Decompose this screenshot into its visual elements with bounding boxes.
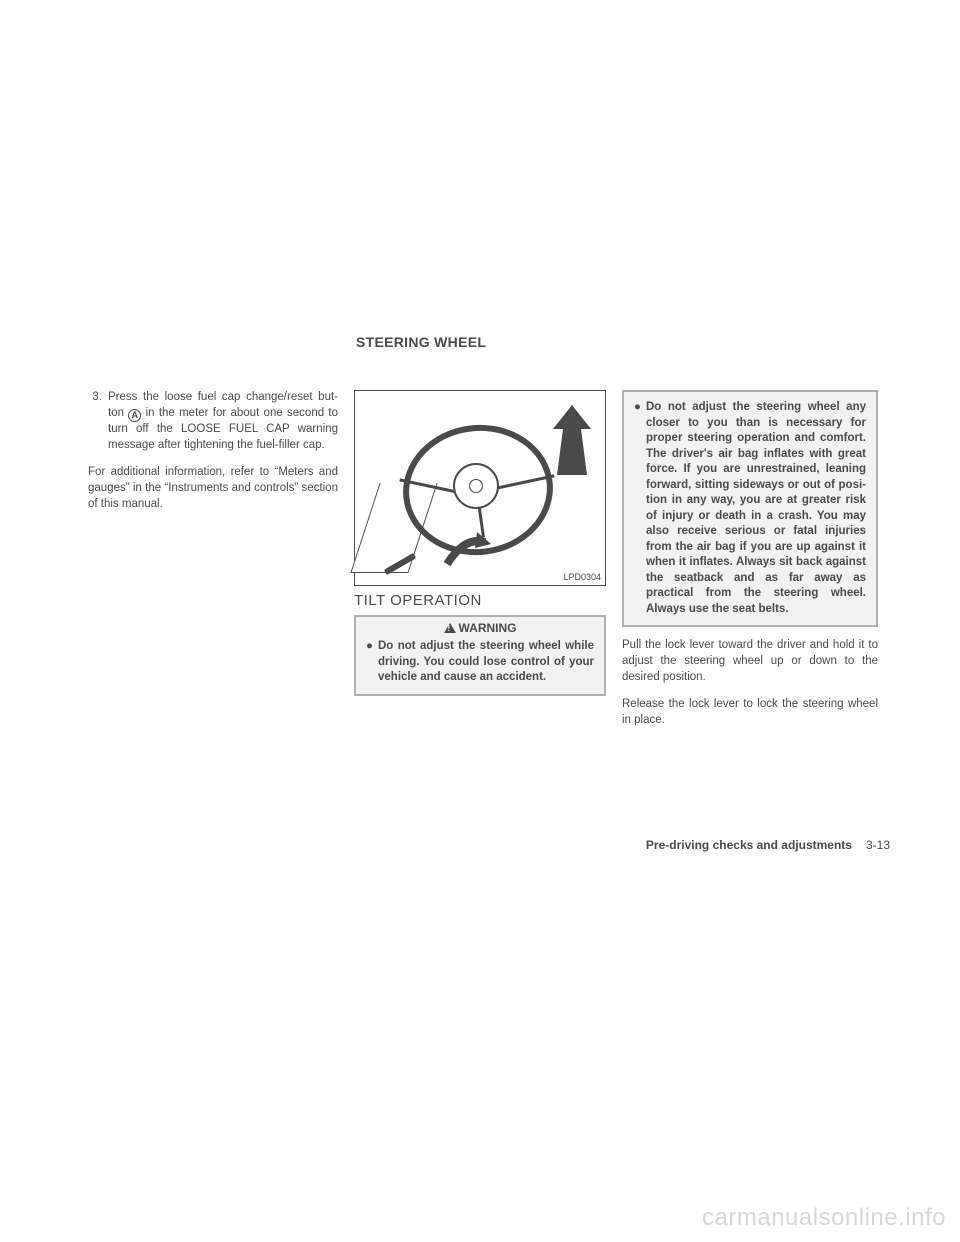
steering-wheel-figure: LPD0304 <box>354 390 606 586</box>
figure-label: LPD0304 <box>563 572 601 582</box>
button-a-icon: A <box>128 409 141 422</box>
footer-page: 3-13 <box>866 838 890 852</box>
warning-label: WARNING <box>459 621 517 635</box>
warning-box: WARNING ● Do not adjust the steering whe… <box>354 615 606 696</box>
footer-section: Pre-driving checks and adjustments <box>646 838 852 852</box>
lever-arrow-icon <box>441 530 491 575</box>
column-3: ● Do not adjust the steering wheel any c… <box>622 390 878 728</box>
warning-bullet: ● Do not adjust the steering wheel any c… <box>634 400 866 617</box>
warning-triangle-icon <box>444 623 456 633</box>
bullet-icon: ● <box>634 400 646 617</box>
page-footer: Pre-driving checks and adjustments 3-13 <box>646 838 890 852</box>
step-number: 3. <box>88 390 108 454</box>
warning-box-continued: ● Do not adjust the steering wheel any c… <box>622 390 878 627</box>
bullet-icon: ● <box>366 639 378 686</box>
tilt-operation-heading: TILT OPERATION <box>354 592 606 609</box>
warning-bullet: ● Do not adjust the steering wheel while… <box>366 639 594 686</box>
additional-info-para: For additional information, refer to “Me… <box>88 464 338 512</box>
warning-text: Do not adjust the steering wheel any clo… <box>646 400 866 617</box>
step-text: Press the loose fuel cap change/reset bu… <box>108 390 338 454</box>
watermark: carmanualsonline.info <box>702 1204 946 1232</box>
page-section-title: STEERING WHEEL <box>356 334 486 350</box>
warning-text: Do not adjust the steering wheel while d… <box>378 639 594 686</box>
tilt-arrow-icon <box>553 405 591 480</box>
warning-title: WARNING <box>356 617 604 637</box>
column-1: 3. Press the loose fuel cap change/reset… <box>88 390 338 728</box>
step-text-after: in the meter for about one second to tur… <box>108 407 338 451</box>
instruction-para-2: Release the lock lever to lock the steer… <box>622 696 878 728</box>
numbered-step: 3. Press the loose fuel cap change/reset… <box>88 390 338 454</box>
column-2: LPD0304 TILT OPERATION WARNING ● Do not … <box>354 390 606 728</box>
instruction-para-1: Pull the lock lever toward the driver an… <box>622 637 878 685</box>
